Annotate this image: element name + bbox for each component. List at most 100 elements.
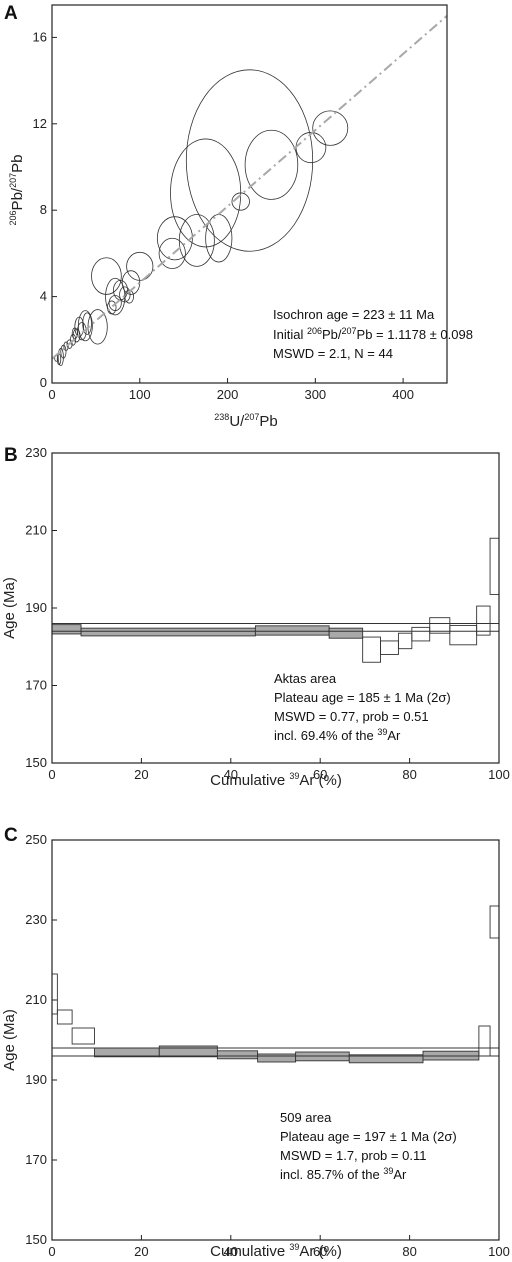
panel-a-x-tick-label: 300 [304,387,326,402]
panel-c-plot-frame [51,839,500,1241]
panel-b-x-tick-label: 0 [48,767,55,782]
panel-b-x-tick-label: 80 [402,767,416,782]
excluded-step [411,626,431,642]
excluded-step [362,636,381,663]
panel-b-y-tick-label: 150 [25,755,47,770]
panel-b-y-tick-label: 190 [25,600,47,615]
error-ellipse [312,110,349,146]
error-ellipse [231,192,250,211]
panel-c: C 0 20 40 60 80 100 150 170 190 210 230 250 Cumula… [1,825,510,1260]
panel-b-included-fraction: incl. 69.4% of the 39Ar [274,727,401,743]
error-ellipse [71,327,78,340]
panel-a-mswd: MSWD = 2.1, N = 44 [273,346,393,361]
panel-a-y-tick-label: 0 [40,375,47,390]
panel-b-x-axis-label: Cumulative 39Ar (%) [210,771,342,789]
panel-c-area-name: 509 area [280,1110,332,1125]
panel-c-y-tick-label: 190 [25,1072,47,1087]
panel-a-x-tick-label: 400 [392,387,414,402]
plateau-step [216,1050,259,1060]
panel-b-mswd: MSWD = 0.77, prob = 0.51 [274,709,429,724]
plateau-step [94,1047,160,1058]
error-ellipse [106,300,117,315]
excluded-step [56,1009,73,1025]
panel-a-y-tick-label: 4 [40,289,47,304]
panel-c-x-tick-label: 0 [48,1244,55,1259]
panel-c-y-tick-label: 210 [25,992,47,1007]
error-ellipse [91,257,122,295]
panel-b-x-tick-label: 20 [134,767,148,782]
panel-b-x-tick-label: 40 [224,767,238,782]
error-ellipse [170,138,242,248]
plateau-step [254,625,330,636]
excluded-step [489,905,500,939]
panel-b-x-tick-label: 60 [313,767,327,782]
panel-c-plateau-age: Plateau age = 197 ± 1 Ma (2σ) [280,1129,457,1144]
plateau-step [257,1053,297,1063]
panel-b-y-ticks: 150 170 190 210 230 [25,445,57,770]
panel-b-plateau-age: Plateau age = 185 ± 1 Ma (2σ) [274,690,451,705]
panel-c-letter: C [4,825,18,846]
panel-a-x-ticks: 0 100 200 300 400 [48,378,414,402]
panel-c-y-tick-label: 250 [25,832,47,847]
panel-c-x-tick-label: 100 [488,1244,510,1259]
error-ellipse [126,251,154,281]
panel-a-x-tick-label: 100 [129,387,151,402]
panel-a-y-tick-label: 8 [40,202,47,217]
panel-c-y-tick-label: 230 [25,912,47,927]
panel-c-x-axis-label: Cumulative 39Ar (%) [210,1242,342,1260]
plateau-step [80,627,256,637]
excluded-step [397,632,413,650]
panel-b-y-tick-label: 170 [25,678,47,693]
excluded-step [380,640,399,655]
panel-a-x-axis-label: 238U/207Pb [214,412,277,430]
panel-c-y-ticks: 150 170 190 210 230 250 [25,832,57,1247]
excluded-step [51,973,58,1015]
error-ellipse [156,216,193,261]
panel-a-x-tick-label: 200 [217,387,239,402]
panel-c-y-axis-label: Age (Ma) [1,1009,18,1071]
panel-a-x-tick-label: 0 [48,387,55,402]
panel-c-x-ticks: 0 20 40 60 80 100 [48,1235,510,1259]
panel-a-letter: A [4,3,18,24]
panel-a-y-axis-label: 206Pb/207Pb [8,155,26,226]
panel-c-mswd: MSWD = 1.7, prob = 0.11 [280,1148,426,1163]
error-ellipse [87,309,108,345]
error-ellipse [244,129,299,200]
panel-a-isochron-age: Isochron age = 223 ± 11 Ma [273,307,435,322]
panel-a-plot-frame [51,4,448,384]
panel-b-y-tick-label: 230 [25,445,47,460]
panel-c-included-fraction: incl. 85.7% of the 39Ar [280,1166,407,1182]
panel-b-letter: B [4,445,18,466]
panel-b-x-ticks: 0 20 40 60 80 100 [48,758,510,782]
plateau-step [328,627,364,639]
panel-a-y-ticks: 0 4 8 12 16 [33,29,57,390]
panel-a-y-tick-label: 12 [33,116,47,131]
panel-b-area-name: Aktas area [274,671,337,686]
panel-a-initial-ratio: Initial 206Pb/207Pb = 1.1178 ± 0.098 [273,326,473,342]
panel-a-isochron-line [51,15,448,360]
error-ellipse [158,237,186,269]
panel-c-x-tick-label: 20 [134,1244,148,1259]
panel-b-age-steps [51,537,500,663]
excluded-step [478,1025,491,1057]
panel-c-x-tick-label: 80 [402,1244,416,1259]
excluded-step [476,605,491,636]
error-ellipse [82,312,92,335]
panel-b-x-tick-label: 100 [488,767,510,782]
panel-c-x-tick-label: 40 [224,1244,238,1259]
panel-a-y-tick-label: 16 [33,29,47,44]
panel-a: A 0 100 200 300 400 0 4 8 12 16 238U/207Pb 206Pb… [4,3,473,430]
excluded-step [489,537,500,595]
excluded-step [71,1027,95,1045]
panel-b-y-axis-label: Age (Ma) [1,577,18,639]
error-ellipse [121,270,141,295]
excluded-step [449,624,478,646]
error-ellipse [185,69,314,252]
error-ellipse [66,339,73,349]
panel-b: B 0 20 40 60 80 100 150 170 190 210 230 Cumulativ… [1,445,510,789]
plateau-step [51,624,82,635]
panel-c-y-tick-label: 150 [25,1232,47,1247]
error-ellipse [74,316,85,337]
panel-c-y-tick-label: 170 [25,1152,47,1167]
